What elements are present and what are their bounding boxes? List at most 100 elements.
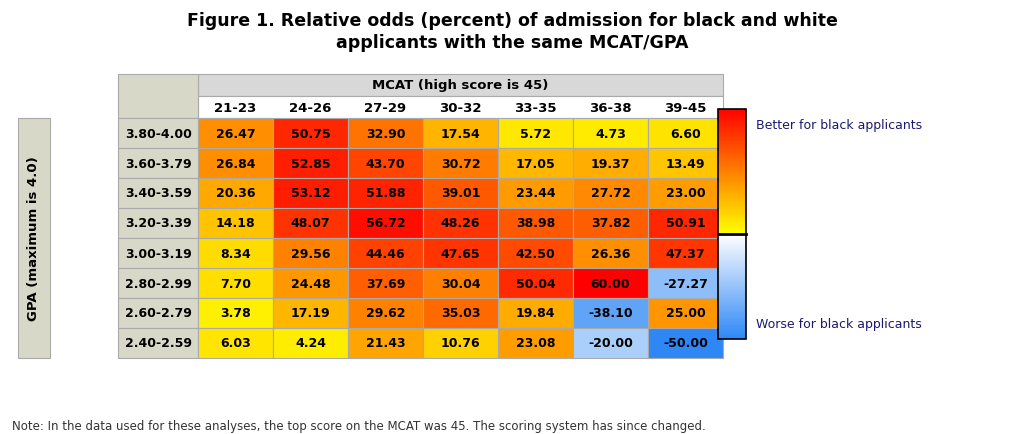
Bar <box>718 126 746 127</box>
Bar <box>718 120 746 121</box>
Bar <box>348 298 423 328</box>
Bar <box>498 268 573 298</box>
Bar <box>718 319 746 320</box>
Bar <box>118 268 198 298</box>
Bar <box>718 135 746 137</box>
Bar <box>718 319 746 321</box>
Bar <box>718 254 746 255</box>
Text: Note: In the data used for these analyses, the top score on the MCAT was 45. The: Note: In the data used for these analyse… <box>12 419 706 432</box>
Bar <box>718 137 746 138</box>
Bar <box>718 255 746 256</box>
Bar <box>718 213 746 214</box>
Text: 43.70: 43.70 <box>366 157 406 170</box>
Bar <box>718 132 746 133</box>
Text: 14.18: 14.18 <box>216 217 255 230</box>
Bar <box>718 143 746 144</box>
Bar <box>718 269 746 270</box>
Bar <box>718 111 746 112</box>
Text: 56.72: 56.72 <box>366 217 406 230</box>
Text: 60.00: 60.00 <box>591 277 631 290</box>
Bar <box>718 299 746 300</box>
Bar <box>718 133 746 134</box>
Bar <box>718 329 746 331</box>
Bar <box>348 119 423 149</box>
Bar <box>718 148 746 150</box>
Bar <box>718 207 746 208</box>
Bar <box>718 167 746 168</box>
Bar <box>718 246 746 247</box>
Bar <box>718 262 746 263</box>
Bar <box>718 139 746 140</box>
Bar <box>718 168 746 169</box>
Bar <box>718 335 746 337</box>
Bar <box>718 297 746 299</box>
Bar <box>718 263 746 264</box>
Bar <box>718 176 746 177</box>
Text: 21-23: 21-23 <box>214 101 257 114</box>
Bar <box>273 328 348 358</box>
Bar <box>718 295 746 296</box>
Bar <box>718 169 746 170</box>
Bar <box>718 222 746 223</box>
Text: 8.34: 8.34 <box>220 247 251 260</box>
Bar <box>718 199 746 200</box>
Bar <box>718 189 746 190</box>
Bar <box>718 200 746 201</box>
Bar <box>718 274 746 275</box>
Bar <box>423 238 498 268</box>
Bar <box>718 150 746 151</box>
Bar <box>718 326 746 327</box>
Bar <box>118 238 198 268</box>
Bar <box>718 193 746 194</box>
Bar <box>718 230 746 231</box>
Bar <box>718 338 746 339</box>
Bar <box>718 252 746 253</box>
Bar <box>718 112 746 113</box>
Bar <box>718 229 746 230</box>
Bar <box>648 298 723 328</box>
Text: 3.40-3.59: 3.40-3.59 <box>125 187 193 200</box>
Bar <box>273 298 348 328</box>
Text: Figure 1. Relative odds (percent) of admission for black and white: Figure 1. Relative odds (percent) of adm… <box>186 12 838 30</box>
Bar <box>718 272 746 273</box>
Bar <box>718 177 746 178</box>
Bar <box>718 241 746 242</box>
Text: 3.60-3.79: 3.60-3.79 <box>125 157 193 170</box>
Bar <box>718 172 746 173</box>
Bar <box>718 171 746 172</box>
Bar <box>718 297 746 298</box>
Bar <box>718 334 746 335</box>
Bar <box>718 332 746 334</box>
Bar <box>718 122 746 123</box>
Bar <box>718 322 746 324</box>
Bar <box>198 149 273 178</box>
Bar <box>718 284 746 286</box>
Bar <box>718 316 746 318</box>
Bar <box>718 197 746 198</box>
Bar <box>718 175 746 176</box>
Bar <box>718 160 746 161</box>
Bar <box>718 252 746 253</box>
Bar <box>118 178 198 208</box>
Bar <box>718 277 746 279</box>
Bar <box>718 198 746 199</box>
Bar <box>118 328 198 358</box>
Bar <box>718 250 746 251</box>
Bar <box>718 152 746 153</box>
Text: 23.44: 23.44 <box>516 187 555 200</box>
Bar <box>718 216 746 217</box>
Bar <box>718 124 746 125</box>
Bar <box>718 274 746 276</box>
Bar <box>198 298 273 328</box>
Text: 30.72: 30.72 <box>440 157 480 170</box>
Text: 4.73: 4.73 <box>595 127 626 140</box>
Bar <box>718 251 746 252</box>
Text: 2.40-2.59: 2.40-2.59 <box>125 337 193 350</box>
Bar <box>718 147 746 148</box>
Bar <box>573 268 648 298</box>
Bar <box>718 268 746 269</box>
Bar <box>718 249 746 250</box>
Bar <box>718 119 746 121</box>
Bar <box>718 221 746 222</box>
Bar <box>718 181 746 182</box>
